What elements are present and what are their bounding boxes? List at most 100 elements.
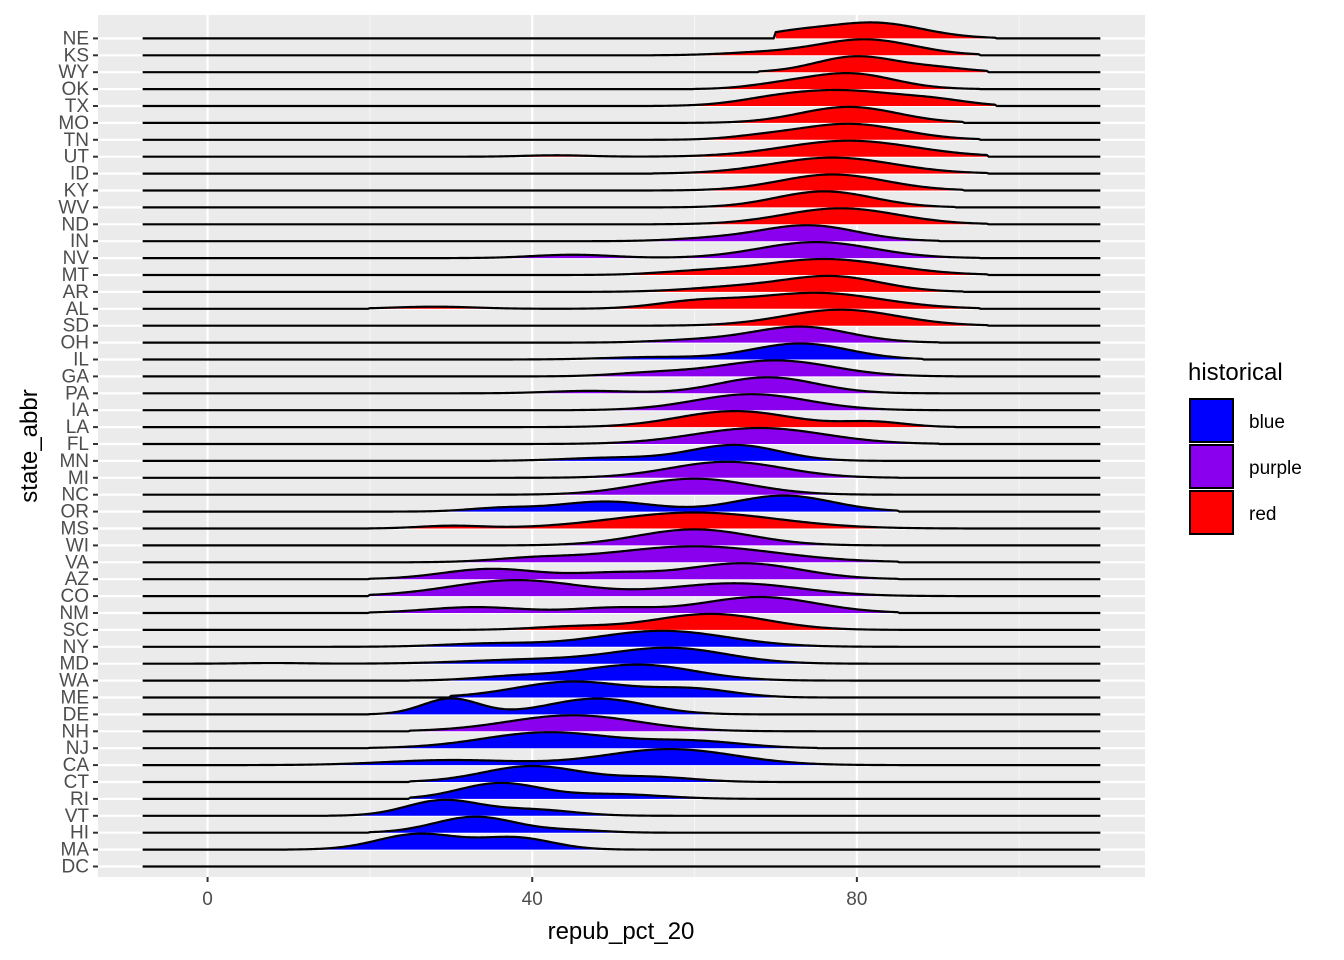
ridge-NC <box>142 477 1101 496</box>
y-tick-label: IA <box>71 400 89 421</box>
ridge-fill-KY <box>653 174 963 191</box>
legend-label-blue: blue <box>1249 412 1285 433</box>
y-tick-label: SD <box>63 316 89 337</box>
ridge-line-OK <box>142 72 1101 91</box>
ridges <box>142 21 1101 868</box>
ridge-fill-NH <box>410 715 817 732</box>
y-tick-label: TX <box>65 96 90 117</box>
ridge-line-IL <box>142 342 1101 361</box>
ridge-WY <box>142 55 1101 74</box>
ridge-line-TN <box>142 122 1101 141</box>
ridge-NY <box>142 629 1101 648</box>
ridge-line-CA <box>142 748 1101 767</box>
ridge-FL <box>142 426 1101 446</box>
ridge-line-MS <box>142 511 1101 530</box>
legend-keys: blue purple red <box>1189 398 1302 535</box>
y-tick-label: KY <box>64 181 90 202</box>
ridge-MS <box>142 511 1101 530</box>
ridge-fill-DE <box>369 698 817 715</box>
ridge-MA <box>142 832 1101 851</box>
ridge-line-KS <box>142 38 1101 57</box>
y-tick-label: NC <box>62 485 89 506</box>
ridge-VT <box>142 798 1101 817</box>
ridge-line-GA <box>142 359 1101 378</box>
ridge-CT <box>142 764 1101 784</box>
y-tick-label: HI <box>70 823 89 844</box>
ridge-line-TX <box>142 88 1101 108</box>
y-tick-label: MD <box>59 654 89 675</box>
ridge-IL <box>142 342 1101 361</box>
y-tick-label: OH <box>61 333 90 354</box>
ridge-NE <box>142 21 1101 40</box>
ridge-SD <box>142 308 1101 327</box>
y-tick-label: WV <box>58 197 89 218</box>
y-tick-label: CT <box>64 772 90 793</box>
ridge-fill-LA <box>451 411 955 428</box>
y-tick-label: RI <box>70 789 89 810</box>
ridge-line-PA <box>142 376 1101 395</box>
ridge-line-NJ <box>142 731 1101 750</box>
ridge-HI <box>142 815 1101 834</box>
ridge-line-ID <box>142 156 1101 175</box>
ridge-OH <box>142 325 1101 344</box>
y-tick-label: KS <box>64 45 89 66</box>
ridge-line-NE <box>142 21 1101 40</box>
ridge-fill-RI <box>410 782 776 799</box>
ridge-NV <box>142 241 1101 260</box>
ridge-line-AL <box>142 291 1101 310</box>
y-tick-label: SC <box>63 620 89 641</box>
ridge-fill-OH <box>572 326 939 343</box>
ridge-fill-MI <box>491 461 898 478</box>
y-tick-label: LA <box>66 417 90 438</box>
y-tick-label: DC <box>62 857 89 878</box>
x-tick-label: 40 <box>522 889 543 910</box>
ridge-fill-HI <box>369 816 736 833</box>
y-tick-label: PA <box>65 383 89 404</box>
y-tick-label: MS <box>61 519 90 540</box>
y-tick-label: GA <box>62 366 90 387</box>
ridge-ND <box>142 207 1101 226</box>
ridge-line-SC <box>142 612 1101 631</box>
ridge-AZ <box>142 562 1101 581</box>
ridge-fill-AL <box>369 292 979 309</box>
y-tick-label: CO <box>61 586 90 607</box>
ridge-line-WI <box>142 528 1101 547</box>
y-tick-label: IN <box>70 231 89 252</box>
ridge-fill-PA <box>451 377 939 394</box>
ridge-line-WA <box>142 663 1101 682</box>
ridge-line-ME <box>142 680 1101 699</box>
ridge-fill-VT <box>329 799 736 816</box>
ridge-fill-WY <box>759 56 987 73</box>
y-tick-label: ME <box>61 688 90 709</box>
y-tick-label: VT <box>65 806 90 827</box>
y-tick-label: NH <box>62 721 89 742</box>
legend-swatch-red <box>1189 490 1234 535</box>
ridge-line-MO <box>142 105 1101 124</box>
ridge-line-HI <box>142 815 1101 834</box>
ridge-line-LA <box>142 410 1101 429</box>
ridge-WA <box>142 663 1101 682</box>
ridge-line-VA <box>142 545 1101 564</box>
ridge-line-MN <box>142 443 1101 462</box>
ridge-fill-ME <box>451 681 857 698</box>
ridge-line-ND <box>142 207 1101 226</box>
ridge-AL <box>142 291 1101 310</box>
ridge-line-AR <box>142 274 1101 293</box>
ridge-fill-SC <box>451 613 898 630</box>
ridge-fill-NJ <box>369 732 817 749</box>
y-tick-label: VA <box>65 552 89 573</box>
ridge-line-MD <box>142 646 1101 665</box>
ridge-fill-NY <box>288 630 898 647</box>
ridge-ID <box>142 156 1101 175</box>
y-tick-label: AR <box>63 282 89 303</box>
ridge-fill-WI <box>491 529 898 546</box>
ridge-NM <box>142 595 1101 615</box>
ridge-line-KY <box>142 173 1101 192</box>
ridge-fill-MS <box>369 512 963 529</box>
legend-label-red: red <box>1249 504 1276 525</box>
legend-swatch-blue <box>1189 398 1234 443</box>
y-tick-label: OK <box>62 79 90 100</box>
ridge-line-NH <box>142 714 1101 733</box>
y-tick-label: IL <box>73 350 89 371</box>
ridge-line-UT <box>142 139 1101 158</box>
